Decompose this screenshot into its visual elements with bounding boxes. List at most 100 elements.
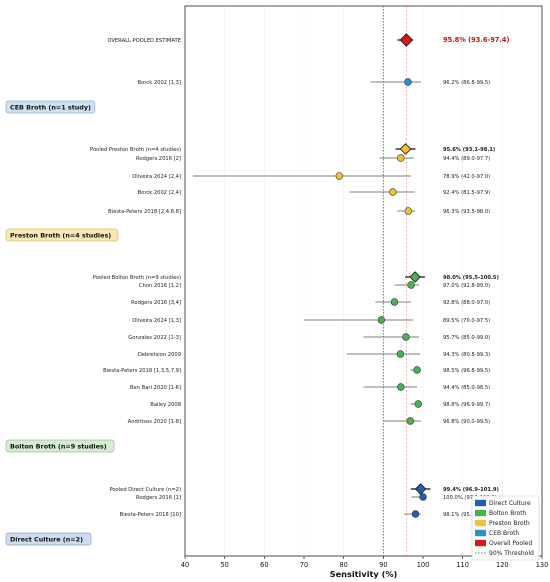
legend-swatch bbox=[475, 499, 486, 507]
x-tick-label: 130 bbox=[536, 561, 549, 569]
forest-row: OVERALL POOLED ESTIMATE 95.8% (93.6-97.4) bbox=[107, 33, 509, 47]
estimate-value: 98.1% (95.2-99.5) bbox=[443, 512, 490, 518]
legend-swatch bbox=[475, 509, 486, 517]
estimate-value: 94.3% (80.8-99.3) bbox=[443, 352, 490, 358]
group-label: Preston Broth (n=4 studies) bbox=[5, 228, 119, 242]
plot-area bbox=[184, 5, 543, 557]
pooled-diamond bbox=[409, 271, 421, 283]
estimate-value: 96.3% (93.5-98.0) bbox=[443, 209, 490, 215]
row-label: Ben Bari 2020 [1-6] bbox=[130, 385, 181, 391]
legend-label: Bolton Broth bbox=[489, 510, 527, 517]
forest-row: Oliveira 2024 [2,4] 78.9% (42.0-97.0) bbox=[132, 172, 490, 180]
legend-label: 90% Threshold bbox=[489, 550, 534, 557]
row-label: Pooled Bolton Broth (n=9 studies) bbox=[93, 275, 181, 281]
x-tick-label: 70 bbox=[300, 561, 308, 569]
group-labels: CEB Broth (n=1 study) Preston Broth (n=4 … bbox=[5, 100, 119, 546]
forest-row: Oliveira 2024 [1,3] 89.5% (70.0-97.5) bbox=[132, 316, 490, 324]
row-label: OVERALL POOLED ESTIMATE bbox=[107, 38, 181, 44]
forest-row: Chon 2016 [1,2] 97.0% (92.8-99.0) bbox=[139, 281, 490, 289]
legend-swatch bbox=[475, 529, 486, 537]
row-label: Borck 2002 [2,4] bbox=[138, 190, 181, 196]
legend-entry: 90% Threshold bbox=[475, 550, 534, 557]
estimate-value: 92.4% (81.5-97.9) bbox=[443, 190, 490, 196]
forest-row: Andritsos 2020 [1-8] 96.8% (90.0-99.5) bbox=[128, 417, 490, 425]
row-label: Pooled Direct Culture (n=2) bbox=[109, 487, 181, 493]
group-label-text: Preston Broth (n=4 studies) bbox=[10, 231, 111, 239]
legend-swatch bbox=[475, 519, 486, 527]
row-label: Andritsos 2020 [1-8] bbox=[128, 419, 181, 425]
point-estimate bbox=[335, 172, 344, 180]
estimate-value: 89.5% (70.0-97.5) bbox=[443, 318, 490, 324]
forest-row: Rodgers 2016 [3,4] 92.8% (88.0-97.0) bbox=[131, 298, 490, 306]
x-axis-ticks: 40 50 60 70 80 90 100 110 120 130 bbox=[181, 556, 548, 569]
group-label-box bbox=[5, 532, 92, 546]
estimate-value: 99.4% (96.9-101.9) bbox=[443, 487, 499, 493]
row-label: Biesta-Peters 2018 [2,4,6,8] bbox=[108, 209, 181, 215]
x-tick-label: 100 bbox=[417, 561, 430, 569]
legend-swatch bbox=[475, 539, 486, 547]
point-estimate bbox=[414, 400, 422, 408]
x-tick-label: 120 bbox=[496, 561, 509, 569]
group-label: Bolton Broth (n=9 studies) bbox=[5, 439, 115, 453]
row-label: Oliveira 2024 [2,4] bbox=[132, 174, 181, 180]
forest-row: Pooled Preston Broth (n=4 studies) 95.6% … bbox=[90, 143, 495, 155]
point-estimate bbox=[406, 417, 415, 425]
study-rows: OVERALL POOLED ESTIMATE 95.8% (93.6-97.4)… bbox=[90, 33, 509, 518]
group-label-box bbox=[5, 100, 96, 114]
legend-entry: Bolton Broth bbox=[475, 509, 527, 517]
point-estimate bbox=[397, 383, 405, 391]
estimate-value: 95.7% (85.0-99.0) bbox=[443, 335, 490, 341]
row-label: Rodgers 2016 [2] bbox=[136, 156, 181, 162]
row-label: Gonzales 2022 [1-3] bbox=[128, 335, 181, 341]
point-estimate bbox=[419, 493, 427, 501]
estimate-value: 95.8% (93.6-97.4) bbox=[443, 36, 509, 44]
point-estimate bbox=[413, 366, 421, 374]
row-label: Pooled Preston Broth (n=4 studies) bbox=[90, 147, 181, 153]
estimate-value: 94.4% (85.0-98.5) bbox=[443, 385, 490, 391]
legend-entry: Overall Pooled bbox=[475, 539, 532, 547]
point-estimate bbox=[411, 510, 420, 518]
forest-row: Borck 2002 [1,3] 96.2% (86.8-99.5) bbox=[138, 78, 490, 86]
x-tick-label: 50 bbox=[220, 561, 228, 569]
point-estimate bbox=[404, 207, 413, 215]
row-label: Borck 2002 [1,3] bbox=[138, 80, 181, 86]
estimate-value: 95.6% (93.1-98.1) bbox=[443, 147, 495, 153]
pooled-diamond bbox=[399, 143, 412, 155]
row-label: Chon 2016 [1,2] bbox=[139, 283, 181, 289]
point-estimate bbox=[402, 333, 410, 341]
row-label: Biesta-Peters 2018 [1,3,5,7,9] bbox=[103, 368, 181, 374]
row-label: Biesta-Peters 2018 [10] bbox=[120, 512, 181, 518]
forest-row: Bailey 2008 98.8% (96.9-99.7) bbox=[150, 400, 490, 408]
legend-label: CEB Broth bbox=[489, 530, 519, 537]
forest-row: Debretsion 2009 94.3% (80.8-99.3) bbox=[138, 350, 490, 358]
forest-row: Biesta-Peters 2018 [1,3,5,7,9] 98.5% (96.… bbox=[103, 366, 490, 374]
group-label: CEB Broth (n=1 study) bbox=[5, 100, 96, 114]
point-estimate bbox=[377, 316, 386, 324]
group-label-box bbox=[5, 439, 115, 453]
forest-row: Gonzales 2022 [1-3] 95.7% (85.0-99.0) bbox=[128, 333, 490, 341]
legend-entry: Preston Broth bbox=[475, 519, 530, 527]
forest-row: Rodgers 2016 [2] 94.4% (89.0-97.7) bbox=[136, 154, 490, 162]
legend-box bbox=[471, 495, 540, 561]
legend-label: Preston Broth bbox=[489, 520, 530, 527]
point-estimate bbox=[396, 350, 405, 358]
estimate-value: 100.0% (97.1-100.0) bbox=[443, 495, 497, 501]
estimate-value: 98.5% (96.8-99.5) bbox=[443, 368, 490, 374]
legend-entry: CEB Broth bbox=[475, 529, 519, 537]
point-estimate bbox=[407, 281, 415, 289]
legend: Direct Culture Bolton Broth Preston Broth C… bbox=[471, 495, 540, 561]
x-axis-label: Sensitivity (%) bbox=[330, 569, 398, 579]
row-label: Rodgers 2016 [1] bbox=[136, 495, 181, 501]
forest-row: Biesta-Peters 2018 [2,4,6,8] 96.3% (93.5-… bbox=[108, 207, 490, 215]
forest-row: Pooled Bolton Broth (n=9 studies) 98.0% (… bbox=[93, 271, 499, 283]
legend-entry: Direct Culture bbox=[475, 499, 531, 507]
forest-row: Rodgers 2016 [1] 100.0% (97.1-100.0) bbox=[136, 493, 497, 501]
x-tick-label: 40 bbox=[181, 561, 189, 569]
forest-row: Borck 2002 [2,4] 92.4% (81.5-97.9) bbox=[138, 188, 490, 196]
x-tick-label: 80 bbox=[339, 561, 347, 569]
row-label: Debretsion 2009 bbox=[138, 352, 181, 358]
forest-row: Biesta-Peters 2018 [10] 98.1% (95.2-99.5) bbox=[120, 510, 490, 518]
forest-row: Ben Bari 2020 [1-6] 94.4% (85.0-98.5) bbox=[130, 383, 490, 391]
x-tick-label: 110 bbox=[456, 561, 469, 569]
